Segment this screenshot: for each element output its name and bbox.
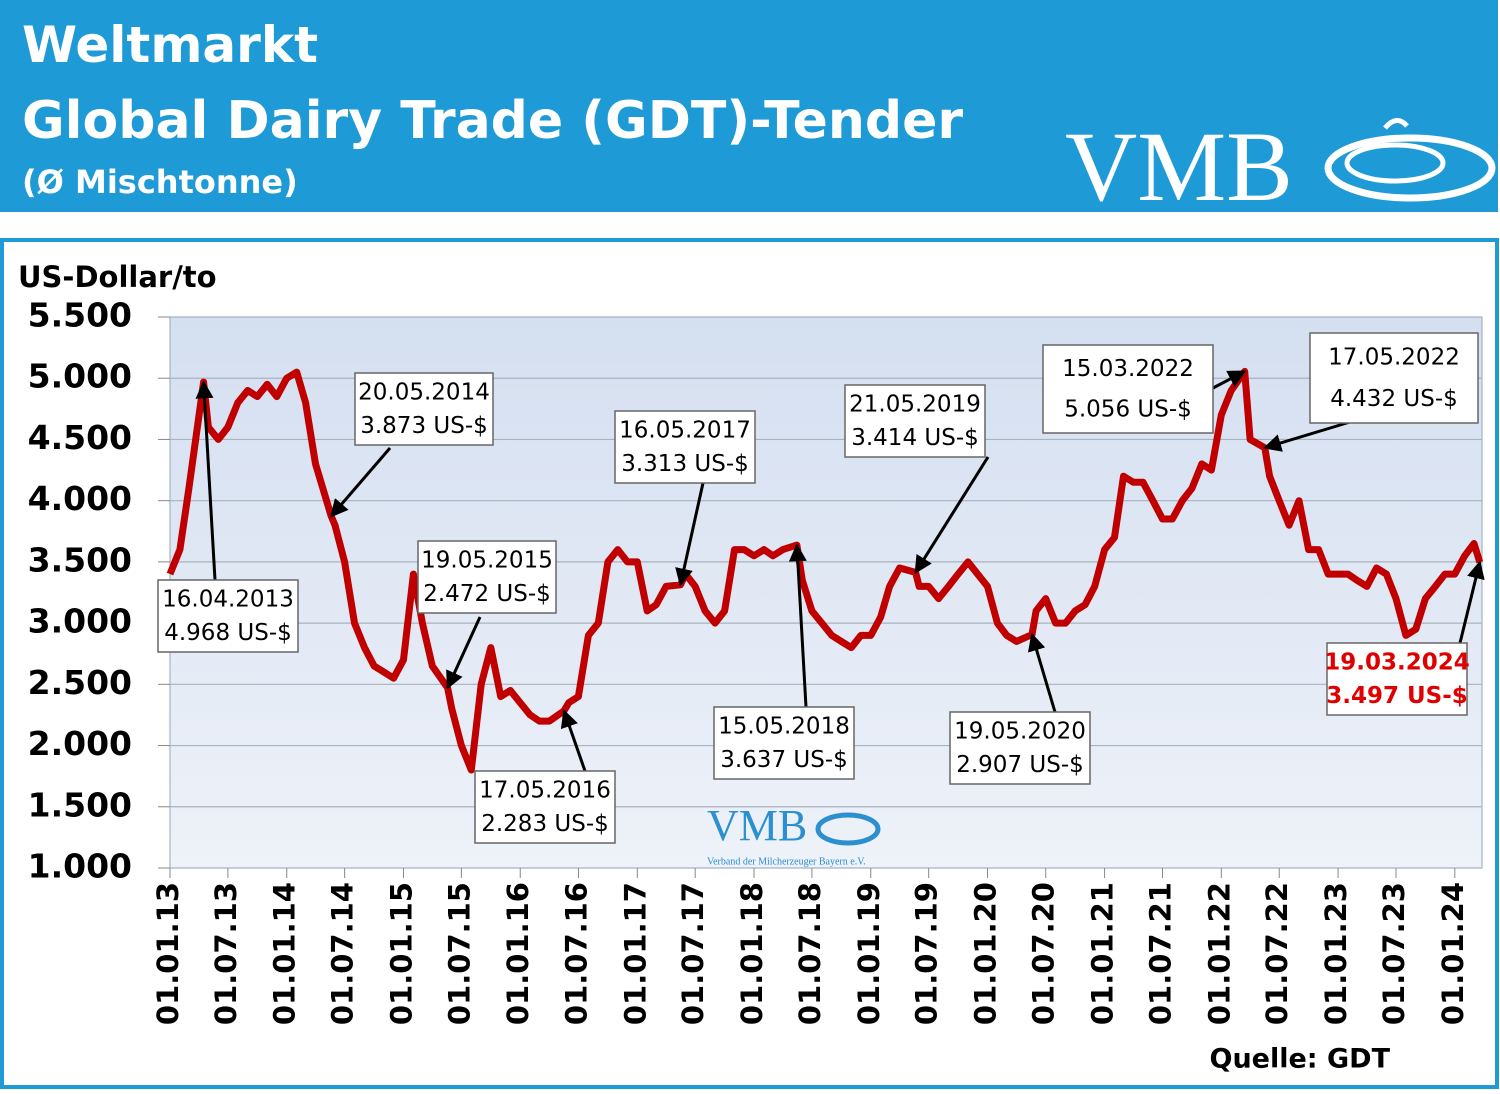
x-tick-label: 01.01.15 <box>384 882 418 1025</box>
watermark-text: Verband der Milcherzeuger Bayern e.V. <box>707 856 866 867</box>
annotation-box <box>157 579 299 653</box>
header-logo: VMB <box>1065 111 1293 222</box>
x-tick-label: 01.07.20 <box>1027 882 1061 1025</box>
annotation-arrow <box>914 456 990 574</box>
x-tick-label: 01.07.13 <box>209 882 243 1025</box>
header-band <box>0 0 1498 212</box>
annotation-value: 3.313 US-$ <box>621 451 749 477</box>
annotation-date: 19.05.2020 <box>954 719 1086 745</box>
y-tick-label: 1.000 <box>28 847 132 886</box>
x-tick-label: 01.07.18 <box>793 882 827 1025</box>
annotation-value: 3.414 US-$ <box>851 425 979 451</box>
y-tick-label: 2.000 <box>28 724 132 763</box>
annotation-date: 16.05.2017 <box>619 418 751 444</box>
annotation-value: 2.907 US-$ <box>956 752 1084 778</box>
x-tick-label: 01.01.17 <box>618 882 652 1025</box>
header-note: (Ø Mischtonne) <box>22 163 298 201</box>
annotation-value: 4.968 US-$ <box>164 620 292 646</box>
annotation-date: 16.04.2013 <box>162 587 294 613</box>
x-tick-label: 01.07.22 <box>1260 882 1294 1025</box>
annotation-value: 3.873 US-$ <box>360 413 488 439</box>
panel-frame <box>0 238 1499 1089</box>
annotation-box <box>713 706 855 780</box>
annotation-arrow <box>675 482 705 587</box>
annotation-arrow <box>195 380 217 581</box>
x-tick-label: 01.07.21 <box>1143 882 1177 1025</box>
annotation-arrow <box>1458 560 1485 644</box>
annotation-arrow <box>330 447 392 518</box>
header-title: Weltmarkt <box>22 16 318 74</box>
x-tick-label: 01.01.19 <box>852 882 886 1025</box>
x-tick-label: 01.01.21 <box>1086 882 1120 1025</box>
y-tick-label: 1.500 <box>28 785 132 824</box>
x-tick-label: 01.07.19 <box>910 882 944 1025</box>
annotation-date: 17.05.2016 <box>479 778 611 804</box>
annotation-value: 4.432 US-$ <box>1330 386 1458 412</box>
annotation-arrow <box>788 543 808 708</box>
annotation-arrow <box>560 709 587 772</box>
annotation-box <box>949 711 1091 785</box>
annotation-date: 20.05.2014 <box>358 380 490 406</box>
annotation-arrow <box>446 616 482 690</box>
header-subtitle: Global Dairy Trade (GDT)-Tender <box>22 91 963 151</box>
annotation-box <box>354 372 494 446</box>
x-tick-label: 01.01.14 <box>268 882 302 1025</box>
watermark-swoosh <box>815 812 881 846</box>
annotation-date: 19.05.2015 <box>421 548 553 574</box>
annotation-date: 15.03.2022 <box>1062 356 1194 382</box>
x-tick-label: 01.07.23 <box>1377 882 1411 1025</box>
annotation-box <box>1326 642 1468 716</box>
annotation-arrow <box>1263 420 1351 452</box>
annotation-value: 2.472 US-$ <box>423 581 551 607</box>
annotation-value: 3.637 US-$ <box>720 747 848 773</box>
annotation-arrow <box>1027 632 1057 713</box>
source: Quelle: GDT <box>1210 1044 1391 1075</box>
annotation-date: 15.05.2018 <box>718 714 850 740</box>
y-axis-label: US-Dollar/to <box>18 260 217 294</box>
annotation-value: 3.497 US-$ <box>1326 683 1468 709</box>
y-tick-label: 3.000 <box>28 602 132 641</box>
x-tick-label: 01.01.20 <box>969 882 1003 1025</box>
x-tick-label: 01.01.22 <box>1202 882 1236 1025</box>
x-tick-label: 01.07.14 <box>326 882 360 1025</box>
watermark-logo: VMB <box>707 801 807 850</box>
x-tick-label: 01.01.18 <box>735 882 769 1025</box>
x-tick-label: 01.07.17 <box>676 882 710 1025</box>
logo-swoosh <box>1324 118 1496 202</box>
x-tick-label: 01.01.13 <box>151 882 185 1025</box>
y-tick-label: 3.500 <box>28 540 132 579</box>
y-tick-label: 2.500 <box>28 663 132 702</box>
annotation-arrow <box>1212 370 1247 390</box>
annotation-date: 17.05.2022 <box>1328 345 1460 371</box>
annotation-box <box>474 770 616 844</box>
annotation-box <box>614 410 756 484</box>
x-tick-label: 01.07.15 <box>442 882 476 1025</box>
annotation-value: 5.056 US-$ <box>1064 397 1192 423</box>
y-tick-label: 5.000 <box>28 357 132 396</box>
y-tick-label: 4.500 <box>28 418 132 457</box>
annotation-box <box>1042 344 1214 434</box>
annotation-box <box>417 540 557 614</box>
x-tick-label: 01.01.24 <box>1436 882 1470 1025</box>
y-tick-label: 5.500 <box>28 296 132 335</box>
x-tick-label: 01.01.23 <box>1319 882 1353 1025</box>
annotation-box <box>1309 332 1479 424</box>
price-line <box>166 367 1484 774</box>
annotation-date: 21.05.2019 <box>849 392 981 418</box>
x-tick-label: 01.07.16 <box>559 882 593 1025</box>
annotation-value: 2.283 US-$ <box>481 811 609 837</box>
x-tick-label: 01.01.16 <box>501 882 535 1025</box>
annotation-date: 19.03.2024 <box>1324 650 1470 676</box>
annotation-box <box>844 384 986 458</box>
y-tick-label: 4.000 <box>28 479 132 518</box>
